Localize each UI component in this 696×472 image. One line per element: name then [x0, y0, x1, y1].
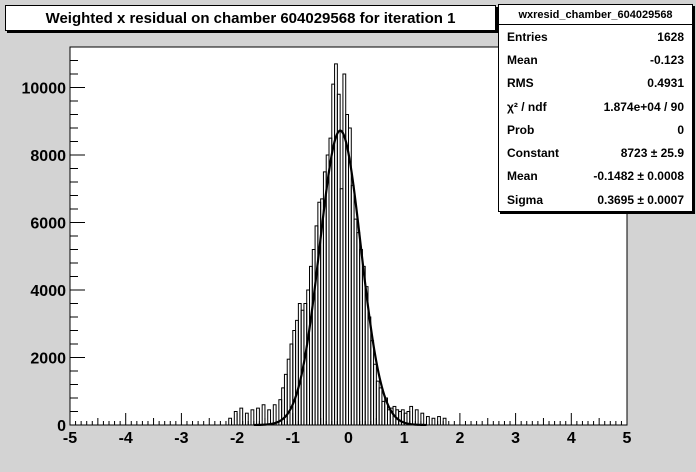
x-tick-label: -2	[230, 430, 244, 447]
x-axis: -5 -4 -3 -2 -1 0 1 2 3 4 5	[63, 413, 632, 447]
stats-label: Mean	[507, 52, 538, 67]
stats-box: wxresid_chamber_604029568 Entries 1628 Mea…	[498, 4, 693, 212]
stats-value: 8723 ± 25.9	[620, 146, 684, 161]
y-tick-label: 2000	[30, 351, 66, 368]
stats-label: RMS	[507, 76, 534, 91]
stats-label: Constant	[507, 146, 559, 161]
stats-row: Mean -0.123	[499, 48, 692, 71]
fit-layer	[253, 129, 427, 427]
stats-box-name: wxresid_chamber_604029568	[499, 5, 692, 25]
x-tick-label: -4	[119, 430, 133, 447]
stats-value: 1628	[657, 29, 684, 44]
stats-row: Constant 8723 ± 25.9	[499, 141, 692, 164]
histogram-bin	[425, 416, 430, 426]
stats-row: Sigma 0.3695 ± 0.0007	[499, 188, 692, 211]
x-tick-label: -1	[286, 430, 300, 447]
histogram-layer	[228, 63, 447, 426]
stats-row: Prob 0	[499, 118, 692, 141]
stats-value: 0.3695 ± 0.0007	[597, 192, 684, 207]
stats-label: Prob	[507, 122, 535, 137]
stats-row: Mean -0.1482 ± 0.0008	[499, 165, 692, 188]
y-axis: 0 2000 4000 6000 8000 10000	[22, 46, 85, 435]
histogram-bin	[250, 409, 255, 426]
histogram-bin	[437, 416, 441, 426]
x-tick-label: 3	[511, 430, 520, 447]
x-tick-label: 2	[455, 430, 464, 447]
histogram-bin	[239, 407, 244, 426]
x-tick-label: -5	[63, 430, 77, 447]
gaussian-fit-curve	[253, 129, 427, 427]
stats-value: -0.123	[649, 52, 684, 67]
stats-label: Sigma	[507, 192, 544, 207]
stats-label: χ² / ndf	[507, 99, 547, 114]
y-tick-label: 8000	[30, 148, 66, 165]
histogram-bin	[244, 412, 249, 426]
stats-value: -0.1482 ± 0.0008	[593, 169, 684, 184]
y-tick-label: 0	[57, 418, 66, 435]
stats-label: Entries	[507, 29, 548, 44]
histogram-bin	[272, 404, 277, 426]
x-tick-label: -3	[174, 430, 188, 447]
x-tick-label: 0	[344, 430, 353, 447]
stats-value: 0	[677, 122, 684, 137]
y-tick-label: 6000	[30, 216, 66, 233]
stats-row: RMS 0.4931	[499, 72, 692, 95]
stats-value: 0.4931	[647, 76, 684, 91]
x-tick-label: 5	[623, 430, 632, 447]
chart-title: Weighted x residual on chamber 604029568…	[5, 5, 496, 31]
stats-rows: Entries 1628 Mean -0.123 RMS 0.4931 χ² / ndf 1.…	[499, 25, 692, 211]
y-tick-label: 10000	[22, 81, 67, 98]
stats-row: χ² / ndf 1.874e+04 / 90	[499, 95, 692, 118]
stats-label: Mean	[507, 169, 538, 184]
stats-value: 1.874e+04 / 90	[603, 99, 684, 114]
stats-row: Entries 1628	[499, 25, 692, 48]
y-tick-label: 4000	[30, 283, 66, 300]
x-tick-label: 1	[400, 430, 409, 447]
x-tick-label: 4	[567, 430, 576, 447]
